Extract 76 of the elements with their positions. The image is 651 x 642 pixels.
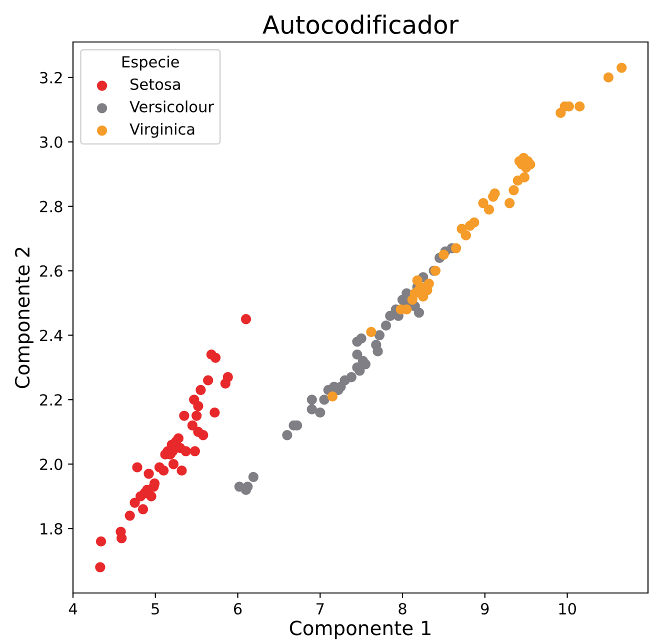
point	[146, 491, 156, 502]
point	[346, 372, 357, 382]
point	[193, 401, 204, 412]
point	[508, 185, 519, 196]
point	[484, 204, 494, 215]
point	[424, 278, 434, 289]
chart-title: Autocodificador	[262, 14, 459, 34]
point	[356, 333, 366, 344]
y-tick-label: 1.8	[40, 523, 62, 535]
point	[603, 72, 614, 83]
point	[478, 198, 488, 208]
point	[179, 410, 190, 421]
point	[306, 404, 317, 414]
x-tick-label: 8	[398, 602, 406, 615]
point	[187, 420, 198, 431]
y-tick-label: 3.0	[40, 136, 62, 148]
point	[438, 250, 449, 260]
point	[176, 465, 187, 476]
x-tick-label: 6	[234, 602, 242, 615]
point	[191, 410, 202, 421]
point	[319, 394, 330, 405]
y-tick-label: 2.0	[40, 458, 62, 470]
x-axis-title: Componente 1	[290, 620, 430, 640]
point	[190, 446, 200, 456]
point	[158, 465, 169, 476]
point	[132, 462, 142, 472]
y-axis-title: Componente 2	[14, 248, 34, 388]
point	[352, 349, 362, 360]
x-tick-label: 9	[480, 602, 489, 615]
point	[116, 533, 127, 544]
point	[315, 407, 326, 418]
x-tick-label: 4	[68, 603, 78, 614]
point	[374, 330, 385, 340]
point	[210, 352, 221, 363]
point	[248, 472, 258, 482]
legend-title: Especie	[122, 56, 179, 71]
legend-label: Versicolour	[130, 100, 214, 112]
point	[372, 346, 383, 356]
point	[144, 468, 154, 479]
y-tick-label: 2.6	[40, 265, 62, 277]
point	[616, 62, 627, 73]
y-tick-label: 2.2	[40, 394, 62, 406]
y-tick-label: 2.4	[40, 330, 62, 342]
point	[196, 384, 206, 396]
point	[574, 101, 585, 112]
point	[306, 394, 317, 405]
point	[490, 188, 500, 199]
point	[210, 407, 220, 418]
point	[198, 430, 208, 440]
point	[175, 442, 186, 454]
y-tick-label: 3.2	[40, 72, 62, 84]
point	[327, 391, 338, 402]
legend-label: Setosa	[130, 78, 180, 90]
point	[240, 314, 252, 324]
point	[96, 536, 106, 547]
point	[124, 510, 135, 521]
legend-label: Virginica	[130, 123, 194, 138]
point	[203, 375, 214, 386]
x-tick-label: 5	[152, 603, 159, 615]
point	[173, 433, 184, 444]
x-tick-label: 7	[316, 603, 324, 614]
point	[380, 320, 392, 331]
point	[450, 243, 462, 254]
point	[460, 230, 472, 240]
point	[366, 326, 376, 338]
point	[222, 372, 233, 382]
point	[504, 198, 515, 208]
x-tick-label: 10	[559, 602, 576, 615]
point	[138, 504, 148, 514]
point	[469, 217, 480, 228]
point	[130, 498, 140, 508]
point	[519, 172, 530, 182]
y-tick-label: 2.8	[40, 200, 62, 212]
point	[282, 430, 292, 440]
point	[95, 562, 106, 572]
point	[168, 459, 179, 470]
